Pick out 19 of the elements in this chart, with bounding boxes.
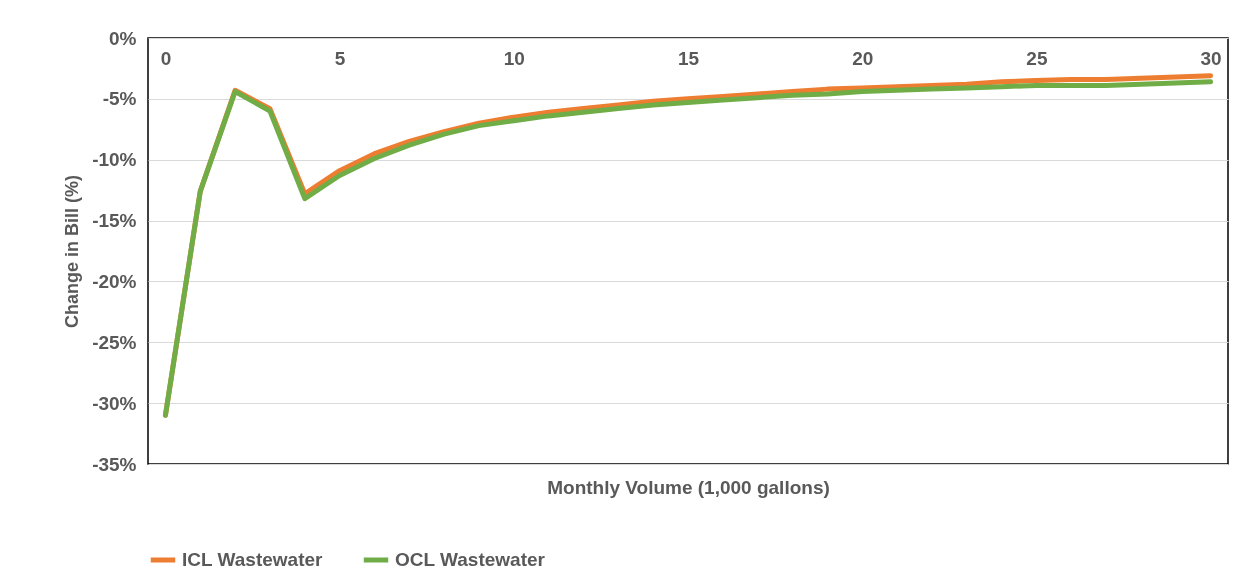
x-axis-title: Monthly Volume (1,000 gallons) (547, 476, 830, 498)
x-tick-label: 5 (334, 47, 346, 69)
x-tick-label: 20 (852, 47, 874, 69)
legend-label: ICL Wastewater (182, 549, 324, 570)
y-tick-label: -35% (92, 453, 137, 475)
y-axis-title: Change in Bill (%) (62, 174, 83, 328)
y-tick-label: -15% (92, 210, 137, 232)
x-tick-label: 0 (160, 47, 172, 69)
x-tick-label: 15 (677, 47, 700, 69)
y-tick-label: -10% (92, 149, 137, 171)
y-tick-label: 0% (109, 27, 137, 49)
x-tick-label: 10 (503, 47, 525, 69)
y-tick-label: -25% (92, 331, 137, 353)
legend-label: OCL Wastewater (395, 549, 546, 570)
x-tick-label: 30 (1200, 47, 1222, 69)
y-tick-label: -5% (102, 88, 137, 110)
x-tick-label: 25 (1026, 47, 1048, 69)
y-tick-label: -20% (92, 270, 137, 292)
y-tick-label: -30% (92, 392, 137, 414)
